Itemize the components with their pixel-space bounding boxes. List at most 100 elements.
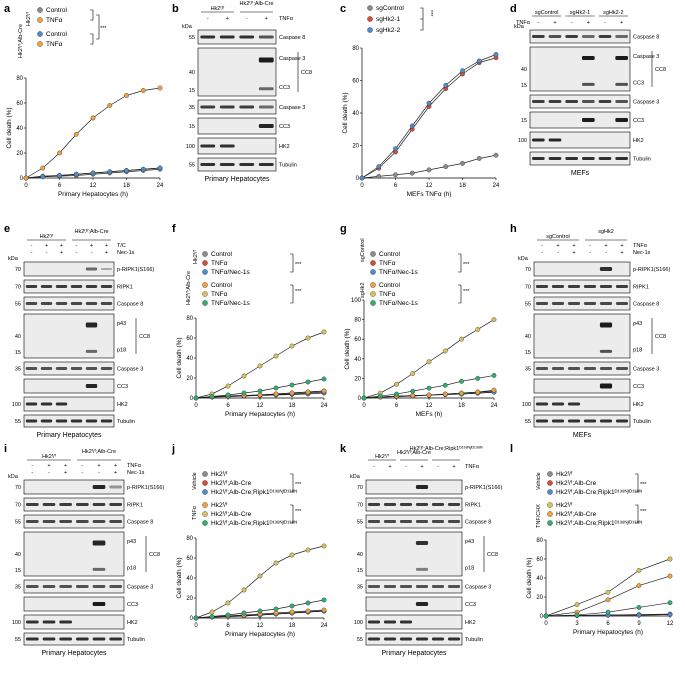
x-tick-l-3: 9 [637,621,641,627]
y-tick-j-4: 80 [186,536,193,542]
point-l-4-2 [605,597,611,603]
blot-strip-b-4 [197,137,277,155]
legend-g-label-1: TNFα [379,260,396,267]
sign-i-r1-1: + [47,463,50,469]
band-e-2-2 [55,302,68,305]
legend-l-label-5: Hk2ᶠ/ᶠ;Alb-Cre;Ripk1ᴰ¹³⁸ᴺ/ᴰ¹³⁸ᴺ [556,520,642,527]
band-e-2-5 [100,302,113,305]
point-j-4-1 [209,609,215,615]
band-d-5-4 [598,157,612,160]
kda-label-h: kDa [518,256,529,262]
blot-label-i-5: CC3 [127,602,138,608]
treat-e-2: Nec-1s [117,250,135,256]
mw-d-4: 100 [518,138,527,144]
legend-g-marker-0 [370,251,376,257]
band-i-1-1 [42,503,56,506]
legend-g-label-4: TNFα [379,291,396,298]
blot-label-e-3-cc8: CC8 [139,334,150,340]
band-b-1-1 [258,87,274,91]
group-label-k-3: Hk2ᶠ/ᶠ;Alb-Cre;Ripk1ᴰ¹³⁸ᴺ/ᴰ¹³⁸ᴺ [410,445,483,452]
point-l-5-1 [574,612,580,618]
blot-strip-k-6 [365,614,463,630]
legend-g-label-3: Control [379,282,401,289]
point-l-3-3 [636,568,642,573]
point-j-3-5 [273,610,279,616]
point-g-3-3 [410,393,416,398]
sign-i-r1-0: - [31,463,33,469]
blot-b: Hk2ᶠ/ᶠ Hk2ᶠ/ᶠ;Alb-Cre - + - + TNFα kDa 55 Caspase… [182,0,312,183]
band-i-7-5 [109,637,122,641]
point-f-3-4 [257,392,263,398]
sign-k-2: - [405,464,407,470]
point-c-0-3 [409,170,415,176]
band-b-0-1 [219,35,235,39]
mw-h-1: 70 [525,285,531,291]
mw2-k-3: 15 [357,568,363,574]
blot-label-i-2: Caspase 8 [127,520,153,526]
blot-strip-h-2 [533,296,631,311]
blot-strip-d-3 [529,111,631,129]
panel-letter-d: d [510,3,517,15]
band-b-5-2 [239,163,255,166]
blot-label-i-3-cc8: CC8 [149,552,160,558]
point-l-5-2 [605,609,611,615]
band-e-1-3 [70,285,83,288]
legend-f-group2: Hk2ᶠ/ᶠ;Alb-Cre [185,271,192,305]
legend-a-label-3: TNFα [46,41,63,48]
band-e-3-1 [85,349,98,353]
blot-strip-e-2 [23,296,115,311]
band-h-7-3 [583,419,597,423]
band-k-5-0 [415,602,429,606]
band-e-4-0 [25,367,38,370]
sign-h-r2-3: - [589,250,591,256]
band-i-7-3 [76,637,89,641]
y-tick-l-3: 60 [536,557,543,563]
y-label-c: Cell death (%) [342,92,349,133]
band-e-4-2 [55,367,68,370]
legend-j-tnf: TNFα [192,505,198,520]
mw-k-7: 55 [357,637,363,643]
band-h-7-0 [535,419,549,423]
blot-label-k-1: RIPK1 [465,503,481,509]
band-e-4-3 [70,367,83,370]
x-tick-l-2: 6 [606,621,610,627]
band-h-7-5 [615,419,629,423]
blot-label-h-6: HK2 [633,402,644,408]
y-tick-f-4: 80 [186,316,193,322]
sign-h-r2-0: - [541,250,543,256]
sign-k-1: + [388,464,391,470]
panel-letter-j: j [171,443,175,455]
x-tick-j-0: 0 [194,623,198,629]
band-i-7-0 [26,637,39,641]
band-h-5-0 [599,383,613,389]
legend-j-label-2: Hk2ᶠ/ᶠ;Alb-Cre;Ripk1ᴰ¹³⁸ᴺ/ᴰ¹³⁸ᴺ [211,489,297,496]
band-b-4-0 [200,144,216,148]
band-k-4-1 [383,585,397,588]
x-tick-a-4: 24 [157,183,164,189]
band-k-2-4 [431,520,445,523]
band-i-4-4 [92,585,106,588]
blot-label-b-5: Tubulin [279,163,297,169]
mw-e-2: 55 [15,302,21,308]
y-tick-g-4: 80 [354,318,361,324]
treat-e-1: T/C [117,243,126,249]
point-a-3-0 [23,175,29,181]
mw-b-5: 55 [189,163,195,169]
panel-letter-f: f [172,223,176,235]
point-f-5-2 [225,392,231,398]
legend-a-sig: *** [100,26,107,32]
mw-k-2: 55 [357,520,363,526]
mw2-b-1: 15 [189,88,195,94]
point-a-3-8 [157,85,163,91]
blot-label-k-5: CC3 [465,602,476,608]
group-label-k-2: Hk2ᶠ/ᶠ;Alb-Cre [397,449,431,456]
blot-label-i-7: Tubulin [127,637,145,643]
point-f-5-0 [193,395,199,401]
band-e-1-2 [55,285,68,288]
blot-strip-k-4 [365,579,463,594]
band-b-2-1 [219,105,235,109]
legend-f-label-2: TNFα/Nec-1s [211,269,251,276]
band-i-6-1 [42,620,56,624]
legend-j-sig-1: *** [295,482,302,488]
band-b-5-3 [258,163,274,166]
